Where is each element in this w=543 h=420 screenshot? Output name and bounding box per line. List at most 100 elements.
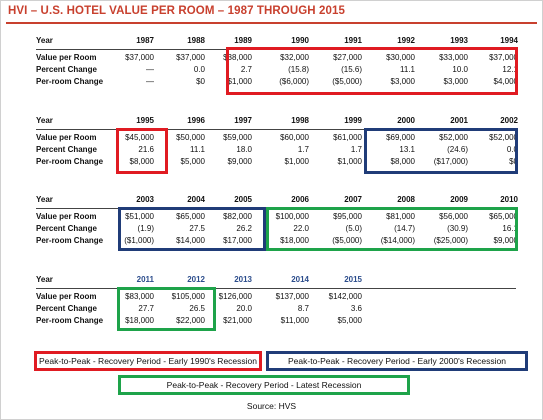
table-cell: $9,000 [493, 236, 518, 245]
year-cell: 2006 [291, 195, 309, 204]
table-cell: $65,000 [489, 212, 518, 221]
year-cell: 2012 [187, 275, 205, 284]
table-cell: $18,000 [125, 316, 154, 325]
table-cell: $1,000 [284, 157, 309, 166]
year-label: Year [36, 195, 53, 204]
year-cell: 2005 [234, 195, 252, 204]
table-cell: 11.1 [190, 145, 205, 154]
table-cell: (15.8) [288, 65, 309, 74]
table-cell: $100,000 [275, 212, 309, 221]
blue-period-box-1 [364, 128, 518, 174]
table-cell: $83,000 [125, 292, 154, 301]
table-cell: $3,000 [443, 77, 468, 86]
year-cell: 2004 [187, 195, 205, 204]
percent-change-label: Percent Change [36, 304, 97, 313]
table-cell: $137,000 [275, 292, 309, 301]
header-divider [36, 288, 516, 289]
table-cell: ($14,000) [380, 236, 415, 245]
table-cell: ($5,000) [332, 236, 362, 245]
year-cell: 1988 [187, 36, 205, 45]
table-cell: $59,000 [223, 133, 252, 142]
table-block: Year 1995 1996 1997 1998 1999 2000 2001 2002 Valu… [36, 114, 518, 168]
year-cell: 1995 [136, 116, 154, 125]
table-cell: $82,000 [223, 212, 252, 221]
table-cell: $56,000 [439, 212, 468, 221]
red-period-box-1 [226, 47, 518, 95]
table-cell: $38,000 [223, 53, 252, 62]
percent-change-row: Percent Change (1.9) 27.5 26.2 22.0 (5.0) (14.… [36, 223, 518, 235]
table-cell: $33,000 [439, 53, 468, 62]
year-label: Year [36, 275, 53, 284]
table-cell: $95,000 [333, 212, 362, 221]
table-cell: 12.1 [502, 65, 518, 74]
table-cell: 0.0 [506, 145, 518, 154]
table-cell: $9,000 [227, 157, 252, 166]
year-header-row: Year 2011 2012 2013 2014 2015 [36, 273, 516, 287]
year-label: Year [36, 116, 53, 125]
value-per-room-row: Value per Room $51,000 $65,000 $82,000 $100,… [36, 211, 518, 223]
table-cell: 13.1 [399, 145, 415, 154]
year-header-row: Year 1995 1996 1997 1998 1999 2000 2001 2002 [36, 114, 518, 128]
table-cell: $37,000 [489, 53, 518, 62]
table-cell: 1.7 [350, 145, 362, 154]
table-cell: $52,000 [489, 133, 518, 142]
percent-change-row: Percent Change 21.6 11.1 18.0 1.7 1.7 13.1 (24.… [36, 144, 518, 156]
table-cell: $61,000 [333, 133, 362, 142]
value-per-room-row: Value per Room $45,000 $50,000 $59,000 $60,0… [36, 132, 518, 144]
table-block: Year 2011 2012 2013 2014 2015 Value per Room $8… [36, 273, 516, 327]
year-cell: 2015 [344, 275, 362, 284]
table-cell: 21.6 [138, 145, 154, 154]
year-cell: 2003 [136, 195, 154, 204]
per-room-change-row: Per-room Change ($1,000) $14,000 $17,000 $18… [36, 235, 518, 247]
per-room-change-row: Per-room Change $18,000 $22,000 $21,000 $11,… [36, 315, 516, 327]
value-per-room-label: Value per Room [36, 212, 97, 221]
table-cell: ($5,000) [332, 77, 362, 86]
table-cell: $18,000 [280, 236, 309, 245]
year-cell: 2001 [450, 116, 468, 125]
percent-change-row: Percent Change 27.7 26.5 20.0 8.7 3.6 [36, 303, 516, 315]
table-cell: $5,000 [180, 157, 205, 166]
table-cell: 18.0 [236, 145, 252, 154]
year-cell: 1998 [291, 116, 309, 125]
table-cell: (5.0) [345, 224, 362, 233]
table-cell: (30.9) [447, 224, 468, 233]
table-cell: 11.1 [400, 65, 415, 74]
year-cell: 1990 [291, 36, 309, 45]
header-divider [36, 129, 516, 130]
year-cell: 1991 [344, 36, 362, 45]
year-cell: 2010 [500, 195, 518, 204]
table-cell: $3,000 [390, 77, 415, 86]
table-cell: $17,000 [223, 236, 252, 245]
per-room-change-label: Per-room Change [36, 77, 104, 86]
table-cell: (24.6) [447, 145, 468, 154]
year-cell: 1987 [136, 36, 154, 45]
table-cell: $69,000 [386, 133, 415, 142]
legend-blue: Peak-to-Peak - Recovery Period - Early 2… [266, 351, 528, 371]
value-per-room-row: Value per Room $37,000 $37,000 $38,000 $32,0… [36, 52, 518, 64]
table-cell: $14,000 [176, 236, 205, 245]
year-cell: 2011 [136, 275, 154, 284]
table-cell: 22.0 [293, 224, 309, 233]
year-cell: 2014 [291, 275, 309, 284]
source-note: Source: HVS [246, 401, 297, 411]
table-cell: $8,000 [390, 157, 415, 166]
table-cell: $22,000 [176, 316, 205, 325]
table-cell: 3.6 [350, 304, 362, 313]
table-cell: $105,000 [171, 292, 205, 301]
table-cell: $8,000 [129, 157, 154, 166]
table-cell: $50,000 [176, 133, 205, 142]
table-cell: (15.6) [341, 65, 362, 74]
year-cell: 2008 [397, 195, 415, 204]
table-cell: $30,000 [386, 53, 415, 62]
table-cell: 8.7 [297, 304, 309, 313]
table-block: Year 2003 2004 2005 2006 2007 2008 2009 2010 Valu… [36, 193, 518, 247]
table-cell: — [146, 65, 154, 74]
table-cell: ($6,000) [279, 77, 309, 86]
table-cell: $11,000 [280, 316, 309, 325]
per-room-change-label: Per-room Change [36, 236, 104, 245]
year-label: Year [36, 36, 53, 45]
table-cell: $21,000 [223, 316, 252, 325]
table-cell: ($1,000) [124, 236, 154, 245]
per-room-change-label: Per-room Change [36, 316, 104, 325]
title-rule [6, 22, 537, 24]
